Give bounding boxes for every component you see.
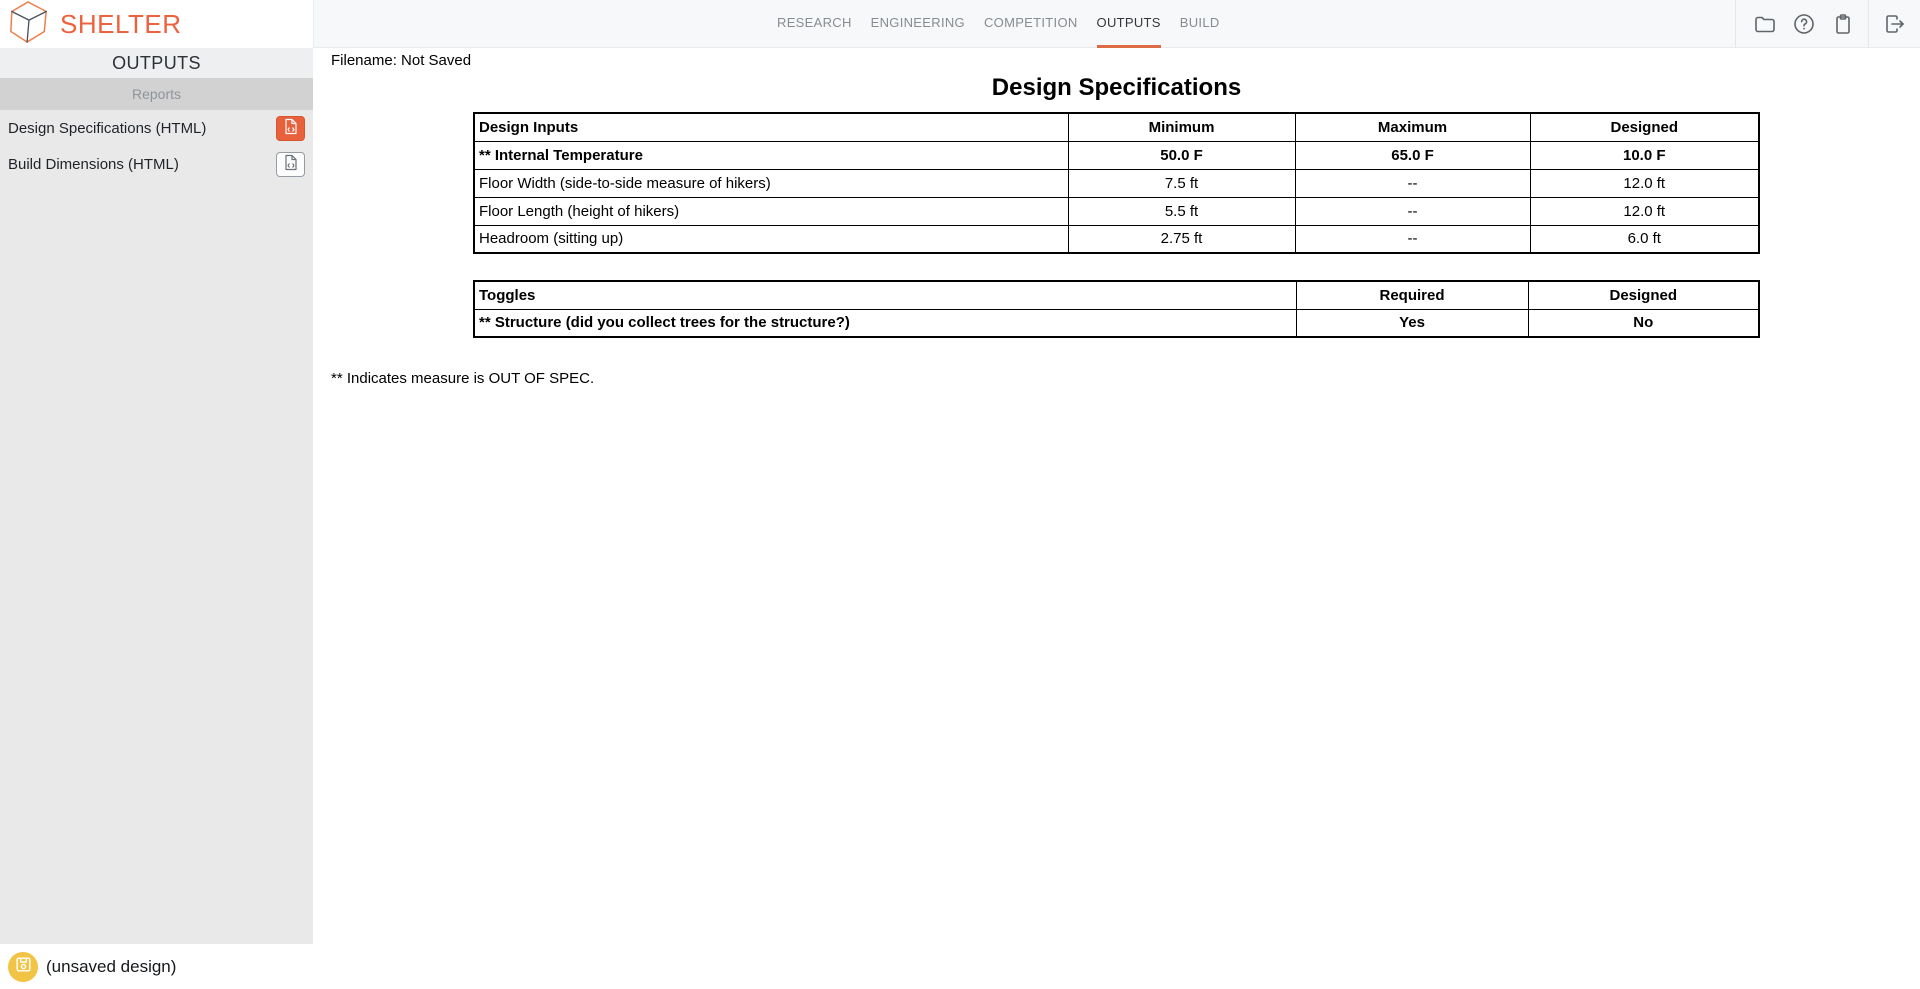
tab-research[interactable]: RESEARCH [777,15,852,30]
designed-value: 12.0 ft [1529,196,1760,226]
row-label: ** Internal Temperature [473,140,1069,170]
column-header-toggles: Toggles [473,280,1297,310]
html-report-button[interactable] [276,151,305,177]
maximum-value: -- [1294,196,1531,226]
sidebar-title: OUTPUTS [0,48,313,78]
minimum-value: 2.75 ft [1067,224,1296,254]
sidebar-item-design-specifications[interactable]: Design Specifications (HTML) [0,110,313,146]
out-of-spec-footnote: ** Indicates measure is OUT OF SPEC. [331,370,595,387]
toggles-table: Toggles Required Designed ** Structure (… [473,280,1760,338]
maximum-value: 65.0 F [1294,140,1531,170]
save-status-badge[interactable] [8,951,38,982]
cube-logo-icon [8,0,50,50]
required-value: Yes [1295,308,1529,338]
column-header-designed: Designed [1529,112,1760,142]
row-label: Floor Length (height of hikers) [473,196,1069,226]
column-header-required: Required [1295,280,1529,310]
row-label: Headroom (sitting up) [473,224,1069,254]
header-divider [1868,0,1869,48]
app-logo: SHELTER [8,1,182,48]
minimum-value: 7.5 ft [1067,168,1296,198]
clipboard-icon[interactable] [1831,12,1855,36]
table-row-floor-length: Floor Length (height of hikers) 5.5 ft -… [473,196,1760,226]
minimum-value: 5.5 ft [1067,196,1296,226]
minimum-value: 50.0 F [1067,140,1296,170]
brand-name: SHELTER [60,9,182,39]
row-label: Floor Width (side-to-side measure of hik… [473,168,1069,198]
status-bar: (unsaved design) [0,944,1920,989]
sidebar-item-label: Build Dimensions (HTML) [8,155,179,173]
column-header-designed: Designed [1527,280,1760,310]
designed-value: 6.0 ft [1529,224,1760,254]
tab-competition[interactable]: COMPETITION [983,15,1078,30]
report-title: Design Specifications [991,74,1242,101]
table-row-headroom: Headroom (sitting up) 2.75 ft -- 6.0 ft [473,224,1760,254]
maximum-value: -- [1294,168,1531,198]
html-report-button-active[interactable] [276,115,305,141]
report-panel: Filename: Not Saved Design Specification… [313,48,1920,944]
floppy-disk-icon [14,955,33,979]
column-header-maximum: Maximum [1294,112,1531,142]
designed-value: 12.0 ft [1529,168,1760,198]
tab-engineering[interactable]: ENGINEERING [870,15,965,30]
sidebar-item-label: Design Specifications (HTML) [8,119,207,137]
sidebar: OUTPUTS Reports Design Specifications (H… [0,48,313,944]
tab-outputs[interactable]: OUTPUTS [1096,0,1161,48]
help-icon[interactable] [1792,12,1816,36]
designed-value: 10.0 F [1529,140,1760,170]
html-file-icon [284,154,298,175]
maximum-value: -- [1294,224,1531,254]
table-row-structure: ** Structure (did you collect trees for … [473,308,1760,338]
table-row-floor-width: Floor Width (side-to-side measure of hik… [473,168,1760,198]
column-header-minimum: Minimum [1067,112,1296,142]
table-header-row: Design Inputs Minimum Maximum Designed [473,112,1760,142]
sidebar-section-reports: Reports [0,78,313,110]
folder-icon[interactable] [1753,12,1777,36]
design-inputs-table: Design Inputs Minimum Maximum Designed *… [473,112,1760,254]
html-file-icon [284,118,298,139]
sidebar-item-build-dimensions[interactable]: Build Dimensions (HTML) [0,146,313,182]
column-header-design-inputs: Design Inputs [473,112,1069,142]
table-header-row: Toggles Required Designed [473,280,1760,310]
main-nav: RESEARCH ENGINEERING COMPETITION OUTPUTS… [777,0,1220,48]
app-header: SHELTER RESEARCH ENGINEERING COMPETITION… [0,0,1920,48]
tab-build[interactable]: BUILD [1179,15,1220,30]
header-divider [1735,0,1736,48]
filename-label: Filename: Not Saved [331,52,472,69]
designed-value: No [1527,308,1760,338]
table-row-internal-temperature: ** Internal Temperature 50.0 F 65.0 F 10… [473,140,1760,170]
unsaved-design-label: (unsaved design) [46,956,177,976]
logout-icon[interactable] [1883,12,1907,36]
row-label: ** Structure (did you collect trees for … [473,308,1297,338]
